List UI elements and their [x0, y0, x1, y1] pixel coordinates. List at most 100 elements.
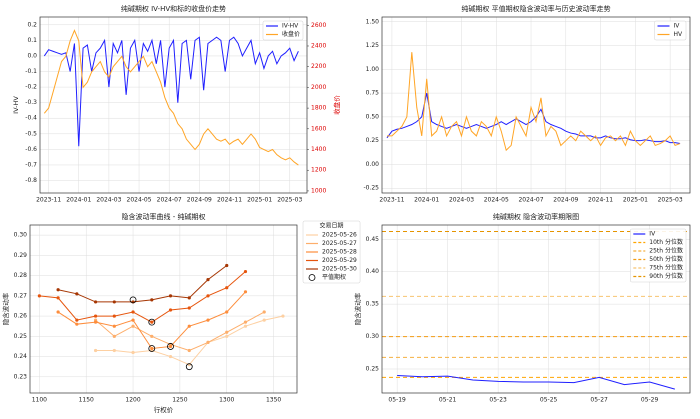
- x-axis-label: 行权价: [154, 405, 174, 414]
- x-tick-label: 2024-09: [553, 197, 578, 204]
- y2-tick-label: 2200: [311, 63, 326, 70]
- y-tick-label: 0.27: [14, 292, 28, 299]
- atm-marker: [185, 363, 193, 371]
- point: [112, 324, 116, 328]
- x-tick-label: 2023-11: [379, 197, 404, 204]
- axes-frame: [39, 16, 308, 194]
- point: [243, 324, 248, 328]
- y2-tick-label: 2000: [311, 84, 326, 91]
- point: [281, 314, 285, 318]
- chart-title: 纯碱期权 平值期权隐含波动率与历史波动率走势: [461, 4, 610, 13]
- y-tick-label: 0.40: [366, 268, 380, 275]
- legend-label: HV: [673, 31, 683, 38]
- legend-label: 2025-05-29: [322, 257, 357, 264]
- y2-tick-label: 2600: [311, 22, 326, 29]
- x-tick-label: 2024-05: [484, 197, 509, 204]
- x-tick-label: 1200: [125, 397, 140, 404]
- y2-axis-label: 收盘价: [332, 95, 341, 115]
- legend-label: IV: [649, 231, 656, 238]
- y-axis-label: 隐含波动率: [1, 292, 10, 325]
- x-tick-label: 2024-07: [518, 197, 543, 204]
- y-tick-label: -0.8: [25, 177, 37, 184]
- point: [93, 314, 98, 318]
- y2-tick-label: 2400: [311, 42, 326, 49]
- y-tick-label: 0.50: [366, 113, 380, 120]
- series-line: [386, 93, 681, 145]
- legend-label: 平值期权: [322, 273, 346, 281]
- series-line: [386, 52, 681, 152]
- point: [187, 324, 191, 328]
- legend-label: 75th 分位数: [649, 264, 683, 272]
- series-line: [58, 265, 228, 303]
- point: [243, 290, 248, 294]
- point: [150, 298, 154, 302]
- legend-label: 2025-05-27: [322, 240, 357, 247]
- y-tick-label: -0.1: [25, 68, 37, 75]
- y-tick-label: 0.1: [27, 37, 37, 44]
- point: [225, 330, 229, 334]
- point: [75, 322, 79, 326]
- x-tick-label: 2024-03: [449, 197, 474, 204]
- plot-area: [382, 17, 690, 193]
- atm-marker: [129, 296, 137, 304]
- y-tick-label: -0.3: [25, 99, 37, 106]
- y-tick-label: -0.7: [25, 161, 37, 168]
- y-tick-label: -0.6: [25, 146, 37, 153]
- legend-label: IV-HV: [282, 23, 299, 30]
- point: [206, 294, 210, 298]
- point: [225, 286, 229, 290]
- legend-box: [302, 220, 361, 284]
- y-tick-label: 0.45: [366, 236, 380, 243]
- plot-area: [30, 225, 297, 393]
- point: [243, 269, 248, 274]
- point: [131, 310, 135, 314]
- y-tick-label: 0.26: [14, 313, 28, 320]
- y-tick-label: 1.50: [366, 18, 380, 25]
- y-tick-label: 0.28: [14, 272, 28, 279]
- x-tick-label: 2025-01: [247, 197, 272, 204]
- point: [56, 288, 60, 292]
- x-tick-label: 2024-11: [217, 197, 242, 204]
- x-tick-label: 2024-11: [588, 197, 613, 204]
- point: [37, 294, 41, 298]
- legend: 交易日期2025-05-262025-05-272025-05-282025-0…: [302, 220, 361, 284]
- legend-label: 2025-05-26: [322, 232, 357, 239]
- axes-frame: [29, 224, 298, 394]
- x-tick-label: 05-19: [388, 397, 406, 404]
- point: [131, 318, 135, 322]
- y-tick-label: 0.30: [366, 333, 380, 340]
- point: [112, 300, 116, 304]
- y-tick-label: 0.24: [14, 353, 28, 360]
- y-tick-label: 0.75: [366, 90, 380, 97]
- atm-marker: [167, 343, 174, 350]
- legend-marker: [308, 274, 316, 281]
- point: [75, 318, 79, 322]
- point: [93, 348, 98, 353]
- point: [150, 334, 154, 338]
- point: [187, 306, 191, 310]
- legend-label: 90th 分位数: [649, 272, 683, 280]
- point: [168, 354, 173, 359]
- series-line: [95, 311, 265, 352]
- y-tick-label: 0.00: [366, 161, 380, 168]
- axes-frame: [381, 224, 691, 394]
- y2-tick-label: 1400: [311, 146, 326, 153]
- point: [206, 340, 210, 344]
- point: [187, 296, 191, 300]
- point: [131, 350, 135, 355]
- point: [168, 344, 173, 349]
- x-tick-label: 1100: [32, 397, 47, 404]
- series-line: [43, 29, 299, 166]
- x-tick-label: 2024-05: [127, 197, 152, 204]
- y-tick-label: -0.4: [25, 115, 37, 122]
- x-tick-label: 2025-03: [277, 197, 302, 204]
- y-axis-label: IV-HV: [12, 96, 20, 114]
- y-tick-label: 1.25: [366, 42, 380, 49]
- point: [187, 348, 191, 353]
- y-tick-label: 0.25: [366, 137, 380, 144]
- x-tick-label: 05-27: [590, 397, 608, 404]
- point: [206, 318, 210, 322]
